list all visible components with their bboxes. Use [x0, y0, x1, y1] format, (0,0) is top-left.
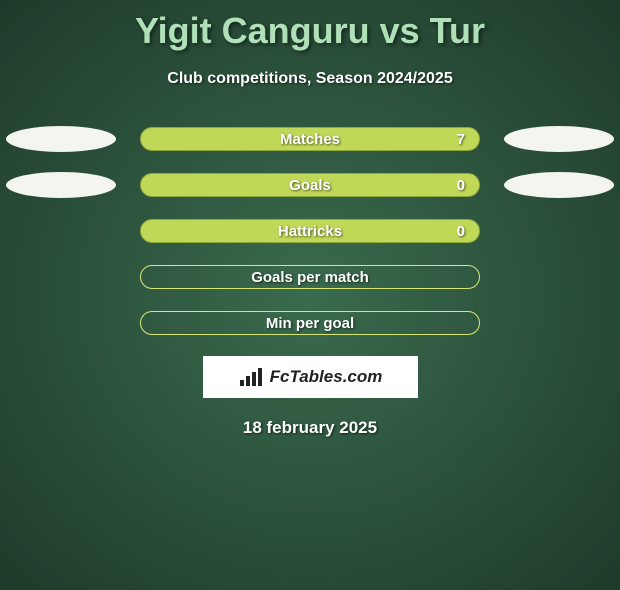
- left-ellipse: [6, 172, 116, 198]
- logo-box: FcTables.com: [203, 356, 418, 398]
- stat-label: Min per goal: [266, 315, 354, 332]
- stats-container: Matches 7 Goals 0 Hattricks 0 Goals per …: [0, 126, 620, 336]
- stat-bar: Matches 7: [140, 127, 480, 151]
- stat-bar: Goals 0: [140, 173, 480, 197]
- date-text: 18 february 2025: [0, 418, 620, 438]
- stat-row: Goals 0: [0, 172, 620, 198]
- stat-label: Goals per match: [251, 269, 369, 286]
- stat-bar: Min per goal: [140, 311, 480, 335]
- logo-text: FcTables.com: [270, 367, 383, 387]
- page-title: Yigit Canguru vs Tur: [0, 10, 620, 52]
- right-ellipse: [504, 126, 614, 152]
- stat-value: 0: [457, 223, 465, 240]
- stat-value: 7: [457, 131, 465, 148]
- stat-bar: Goals per match: [140, 265, 480, 289]
- left-ellipse: [6, 126, 116, 152]
- stat-label: Matches: [280, 131, 340, 148]
- stat-row: Matches 7: [0, 126, 620, 152]
- stat-row: Goals per match: [0, 264, 620, 290]
- stat-value: 0: [457, 177, 465, 194]
- right-ellipse: [504, 172, 614, 198]
- stat-label: Goals: [289, 177, 331, 194]
- page-subtitle: Club competitions, Season 2024/2025: [0, 70, 620, 88]
- bars-icon: [238, 366, 264, 388]
- stat-label: Hattricks: [278, 223, 342, 240]
- stat-row: Hattricks 0: [0, 218, 620, 244]
- stat-row: Min per goal: [0, 310, 620, 336]
- stat-bar: Hattricks 0: [140, 219, 480, 243]
